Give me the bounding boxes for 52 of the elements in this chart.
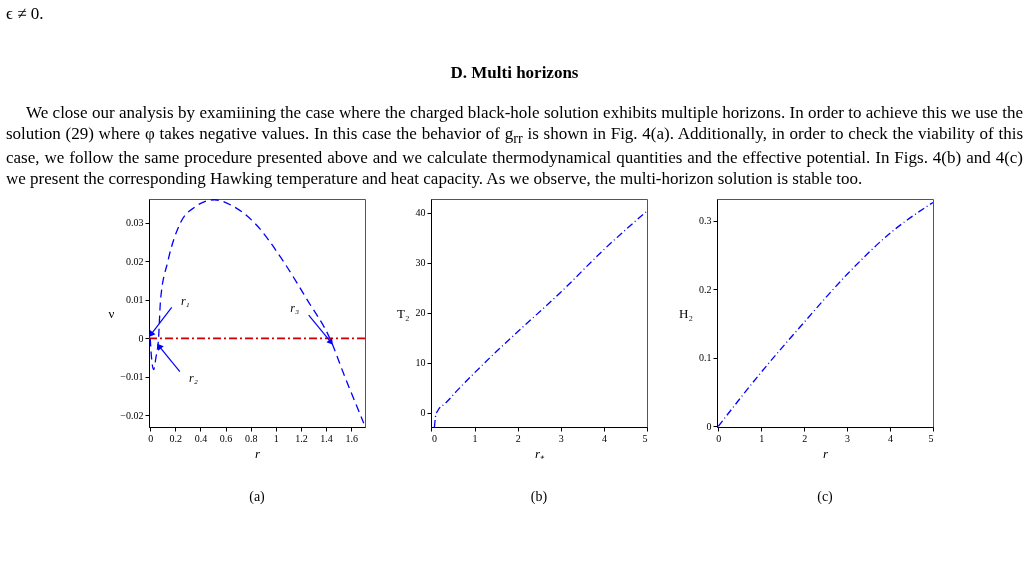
line-series [149, 199, 365, 425]
x-tick-label: 0.4 [194, 432, 208, 444]
y-tick-label: 0.2 [699, 284, 712, 296]
x-tick-label: 1 [273, 432, 279, 444]
text: We close our analysis by examiining the case where the charged black-hole solution exhibits multiple horizons. In order to achieve this we use the solution (29) where φ takes negative values. In this case the behavior of g$_{rr}$ is shown in Fig. 4(a). Additionally, in order to check the viability of this case, we follow the same procedure presented above and we calculate thermodynamical quantities and the effective potential. In Figs. 4(b) and 4(c) we present the corresponding Hawking temperature and heat capacity. As we observe, the multi-horizon solution is stable too. [6, 103, 1023, 190]
x-axis-title: r₊ [534, 445, 546, 461]
y-tick-label: 0.3 [699, 215, 712, 227]
y-tick-label: 0.01 [126, 294, 144, 306]
x-axis-title: r [822, 445, 829, 461]
x-tick-label: 1 [759, 432, 765, 444]
y-tick-label: 10 [415, 357, 426, 369]
annotation: r₁ [180, 293, 190, 308]
x-tick-label: 0.8 [244, 432, 258, 444]
y-tick-label: 0.03 [126, 217, 144, 229]
y-tick-label: 40 [415, 207, 426, 219]
x-tick-label: 4 [888, 432, 894, 444]
annotation: r₃ [290, 301, 300, 316]
text: ϵ ≠ 0. [6, 4, 45, 25]
x-tick-label: 1.2 [295, 432, 308, 444]
y-tick-label: 0.1 [699, 352, 712, 364]
x-tick-label: 5 [642, 432, 648, 444]
x-tick-label: 0 [431, 432, 437, 444]
text: D. Multi horizons [449, 62, 580, 83]
x-axis-title: r [254, 445, 261, 461]
text: (b) [530, 489, 548, 506]
text: (c) [817, 489, 834, 506]
y-axis-title: T₂ [397, 305, 410, 321]
y-tick-label: 0 [706, 421, 712, 433]
y-tick-label: 20 [415, 307, 426, 319]
text: (a) [249, 489, 266, 506]
y-tick-label: 0 [420, 407, 426, 419]
x-tick-label: 4 [601, 432, 607, 444]
y-tick-label: 0 [138, 333, 144, 345]
annotation: r₂ [189, 371, 198, 386]
y-tick-label: 30 [415, 257, 426, 269]
x-tick-label: 1.4 [320, 432, 333, 444]
x-tick-label: 3 [845, 432, 851, 444]
x-tick-label: 3 [558, 432, 564, 444]
x-tick-label: 0.2 [169, 432, 183, 444]
y-tick-label: −0.01 [120, 371, 144, 383]
x-tick-label: 2 [802, 432, 808, 444]
y-tick-label: −0.02 [120, 410, 144, 422]
x-tick-label: 2 [515, 432, 521, 444]
x-tick-label: 0 [148, 432, 154, 444]
x-tick-label: 5 [928, 432, 934, 444]
y-axis-title: ν [108, 305, 115, 321]
y-tick-label: 0.02 [126, 256, 144, 268]
y-axis-title: H₂ [679, 305, 693, 321]
x-tick-label: 1 [472, 432, 478, 444]
x-tick-label: 1.6 [345, 432, 358, 444]
x-tick-label: 0 [716, 432, 722, 444]
x-tick-label: 0.6 [219, 432, 233, 444]
